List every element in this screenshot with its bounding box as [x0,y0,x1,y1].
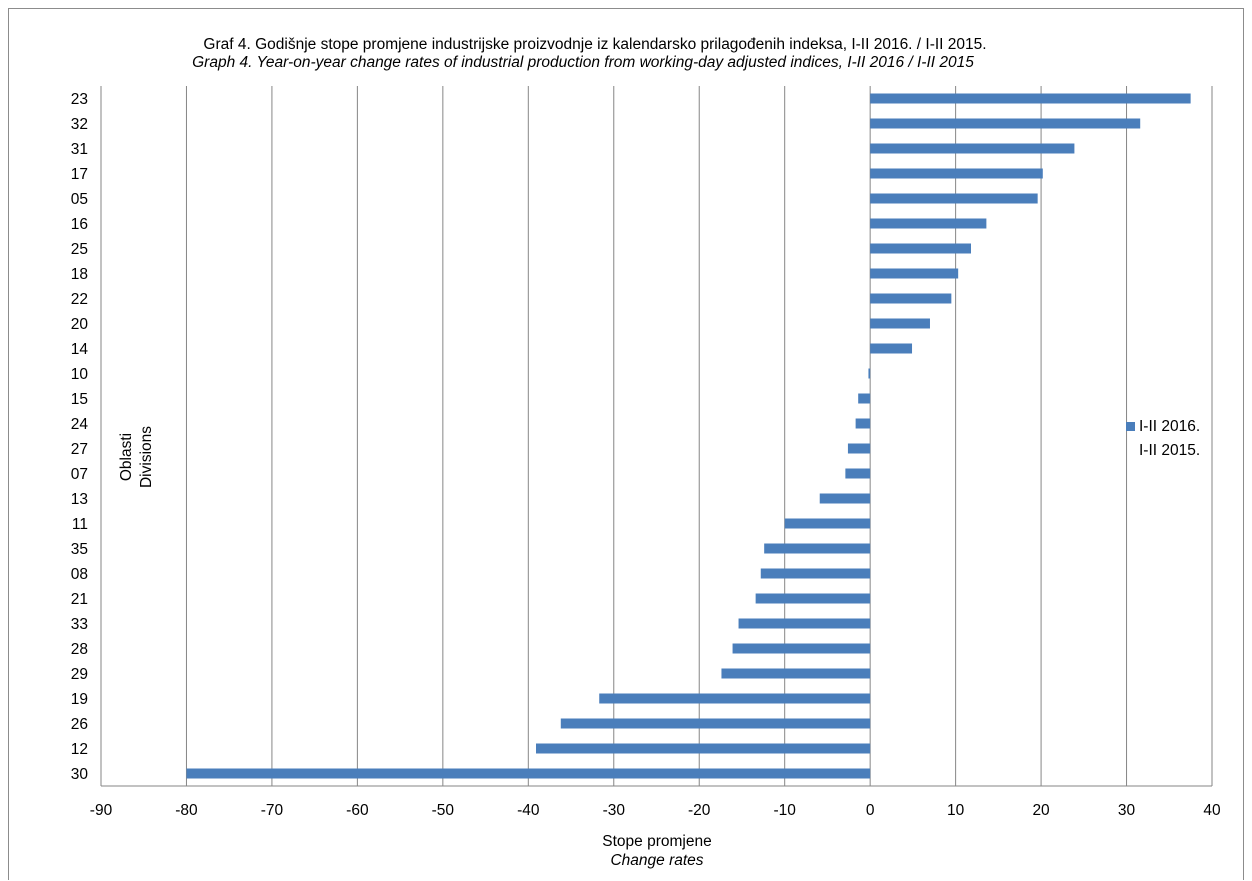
y-axis-label: Oblasti [118,433,135,481]
bars [186,93,1191,779]
category-label: 12 [71,741,88,758]
bar-11 [784,518,871,529]
bar-14 [870,343,913,354]
category-label: 05 [71,191,88,208]
bar-28 [732,643,871,654]
y-axis-title: Oblasti Divisions [118,426,155,488]
bar-21 [755,593,871,604]
x-tick-label: -70 [261,802,284,819]
category-label: 22 [71,291,88,308]
x-tick-label: -60 [346,802,369,819]
bar-12 [535,743,871,754]
bar-07 [845,468,871,479]
bar-23 [870,93,1191,104]
bar-15 [858,393,871,404]
bar-19 [599,693,871,704]
bar-31 [870,143,1075,154]
bar-35 [764,543,871,554]
category-label: 25 [71,241,88,258]
category-label: 35 [71,541,88,558]
category-label: 13 [71,491,88,508]
x-tick-label: 40 [1203,802,1221,819]
legend: I-II 2016. I-II 2015. [1126,418,1200,459]
bar-33 [738,618,871,629]
category-label: 23 [71,91,88,108]
x-tick-label: -20 [688,802,711,819]
category-label: 21 [71,591,88,608]
legend-swatch [1126,422,1135,431]
y-axis-label-en: Divisions [138,426,155,488]
x-tick-label: -40 [517,802,540,819]
category-label: 31 [71,141,88,158]
x-tick-label: -90 [90,802,113,819]
chart-frame: Graf 4. Godišnje stope promjene industri… [8,8,1244,880]
legend-label-line1: I-II 2016. [1139,418,1200,435]
bar-17 [870,168,1043,179]
bar-29 [721,668,871,679]
bar-05 [870,193,1038,204]
category-label: 29 [71,666,88,683]
bar-26 [560,718,871,729]
category-label: 24 [71,416,89,433]
bar-18 [870,268,959,279]
bar-chart: Graf 4. Godišnje stope promjene industri… [71,36,1221,869]
x-tick-label: 10 [947,802,965,819]
x-axis-label: Stope promjene [602,833,711,850]
chart-title: Graf 4. Godišnje stope promjene industri… [203,36,986,53]
legend-label-line2: I-II 2015. [1139,442,1200,459]
category-label: 17 [71,166,88,183]
category-label: 19 [71,691,88,708]
x-tick-labels: -90 -80 -70 -60 -50 -40 -30 -20 -10 0 10 20 30 40 [90,802,1221,819]
category-label: 18 [71,266,88,283]
bar-25 [870,243,971,254]
category-label: 08 [71,566,88,583]
bar-22 [870,293,952,304]
category-label: 30 [71,766,89,783]
x-axis-label-en: Change rates [610,852,703,869]
x-tick-label: 20 [1032,802,1050,819]
category-labels: 23 32 31 17 05 16 25 18 22 20 14 10 15 24 27 07 13 11 35 08… [71,91,89,783]
x-tick-label: -10 [773,802,796,819]
category-label: 10 [71,366,89,383]
x-tick-label: -80 [175,802,198,819]
bar-16 [870,218,987,229]
bar-10 [868,368,871,379]
category-label: 15 [71,391,88,408]
bar-27 [847,443,871,454]
category-label: 27 [71,441,88,458]
category-label: 20 [71,316,89,333]
category-label: 33 [71,616,88,633]
x-tick-label: -30 [603,802,626,819]
bar-24 [855,418,871,429]
category-label: 16 [71,216,88,233]
category-label: 26 [71,716,88,733]
category-label: 11 [72,516,88,533]
bar-20 [870,318,930,329]
category-label: 32 [71,116,88,133]
x-tick-label: 0 [866,802,875,819]
category-label: 07 [71,466,88,483]
bar-30 [186,768,871,779]
gridlines [100,86,1213,787]
chart-subtitle: Graph 4. Year-on-year change rates of in… [192,54,974,71]
bar-32 [870,118,1141,129]
x-tick-label: -50 [432,802,455,819]
category-label: 28 [71,641,88,658]
bar-13 [819,493,871,504]
x-tick-label: 30 [1118,802,1136,819]
bar-08 [760,568,871,579]
category-label: 14 [71,341,89,358]
